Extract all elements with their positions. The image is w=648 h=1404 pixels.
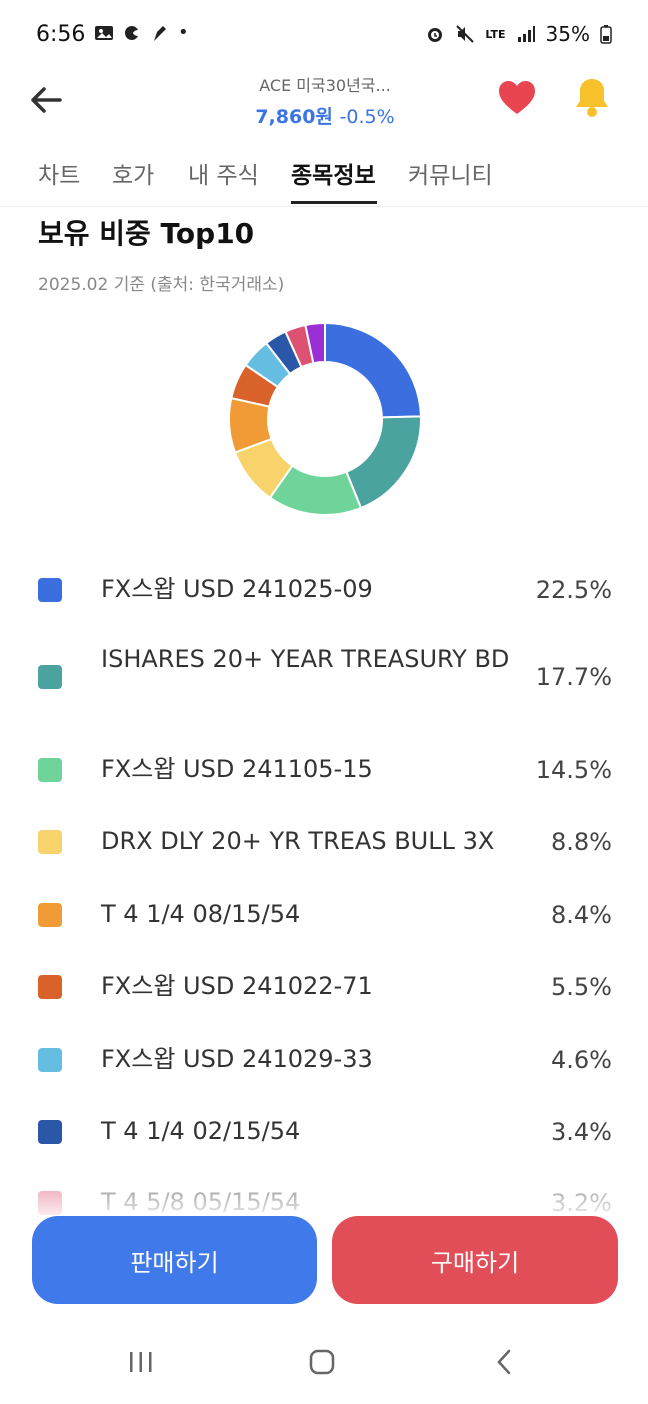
tab-orderbook[interactable]: 호가 (112, 163, 155, 189)
holding-percent: 14.5% (535, 756, 612, 784)
holding-name: FX스왑 USD 241022-71 (101, 972, 373, 1000)
system-nav-bar (0, 1330, 648, 1404)
tab-stock-info[interactable]: 종목정보 (291, 163, 376, 189)
bell-icon[interactable] (572, 76, 612, 118)
section-title: 보유 비중 Top10 (38, 217, 255, 250)
stock-summary: ACE 미국30년국... 7,860원 -0.5% (190, 72, 460, 129)
holding-percent: 17.7% (535, 663, 612, 691)
status-time: 6:56 (36, 22, 86, 47)
battery-icon (600, 25, 612, 44)
holding-color-swatch (38, 758, 62, 782)
holding-percent: 8.8% (551, 828, 612, 856)
holding-color-swatch (38, 578, 62, 602)
holding-name: FX스왑 USD 241029-33 (101, 1045, 373, 1073)
holding-row: T 4 1/4 02/15/54 3.4% (0, 1114, 648, 1150)
section-subtitle: 2025.02 기준 (출처: 한국거래소) (38, 275, 285, 295)
heart-icon[interactable] (498, 80, 536, 116)
tab-community[interactable]: 커뮤니티 (408, 163, 493, 189)
holding-name: ISHARES 20+ YEAR TREASURY BD (101, 645, 510, 673)
recent-apps-icon[interactable] (128, 1348, 154, 1376)
holding-name: T 4 1/4 02/15/54 (101, 1117, 301, 1145)
holding-row: ISHARES 20+ YEAR TREASURY BD 17.7% (0, 642, 648, 712)
holding-row: FX스왑 USD 241029-33 4.6% (0, 1042, 648, 1078)
image-icon (95, 25, 113, 40)
holding-name: DRX DLY 20+ YR TREAS BULL 3X (101, 827, 495, 855)
holding-row: FX스왑 USD 241022-71 5.5% (0, 969, 648, 1005)
brush-icon (154, 25, 166, 41)
holding-color-swatch (38, 830, 62, 854)
holding-color-swatch (38, 665, 62, 689)
holding-percent: 4.6% (551, 1046, 612, 1074)
donut-slice (345, 415, 422, 510)
signal-icon (517, 26, 535, 42)
holdings-donut-chart (228, 321, 422, 516)
holding-name: T 4 1/4 08/15/54 (101, 900, 301, 928)
holding-row: T 4 1/4 08/15/54 8.4% (0, 897, 648, 933)
holding-row: DRX DLY 20+ YR TREAS BULL 3X 8.8% (0, 824, 648, 860)
alarm-icon (428, 28, 443, 42)
holding-percent: 5.5% (551, 973, 612, 1001)
notification-icons: • (94, 22, 189, 43)
dot-icon: • (178, 22, 189, 43)
buy-button[interactable]: 구매하기 (332, 1216, 618, 1304)
active-tab-indicator (291, 201, 377, 204)
top-app-bar: ACE 미국30년국... 7,860원 -0.5% (0, 70, 648, 130)
network-label: LTE (485, 27, 506, 41)
holding-color-swatch (38, 1120, 62, 1144)
home-icon[interactable] (308, 1348, 336, 1376)
system-icons: LTE 35% (425, 22, 612, 46)
battery-label: 35% (545, 22, 590, 46)
list-fade-overlay (0, 1160, 648, 1215)
holding-name: FX스왑 USD 241025-09 (101, 575, 373, 603)
tab-chart[interactable]: 차트 (38, 163, 81, 189)
holding-percent: 22.5% (535, 576, 612, 604)
holding-color-swatch (38, 903, 62, 927)
stock-price-line: 7,860원 -0.5% (190, 102, 460, 129)
mute-icon (456, 25, 475, 43)
donut-slice (304, 321, 326, 365)
holding-row: FX스왑 USD 241025-09 22.5% (0, 572, 648, 608)
holding-name: FX스왑 USD 241105-15 (101, 755, 373, 783)
back-nav-icon[interactable] (494, 1348, 514, 1376)
status-bar: 6:56 • LTE 35% (0, 0, 648, 70)
holdings-list: FX스왑 USD 241025-09 22.5% ISHARES 20+ YEAR … (0, 550, 648, 1215)
holding-color-swatch (38, 975, 62, 999)
app-icon (125, 25, 138, 40)
holding-color-swatch (38, 1048, 62, 1072)
stock-price: 7,860원 (255, 106, 333, 128)
sell-button[interactable]: 판매하기 (32, 1216, 317, 1304)
stock-name: ACE 미국30년국... (259, 76, 391, 95)
holding-row: FX스왑 USD 241105-15 14.5% (0, 752, 648, 788)
donut-slice (324, 321, 422, 419)
back-arrow-icon[interactable] (26, 80, 66, 120)
holding-percent: 3.4% (551, 1118, 612, 1146)
holding-percent: 8.4% (551, 901, 612, 929)
stock-change: -0.5% (339, 106, 395, 128)
tab-my-stock[interactable]: 내 주식 (188, 163, 259, 189)
tab-bar: 차트 호가 내 주식 종목정보 커뮤니티 (0, 150, 648, 207)
